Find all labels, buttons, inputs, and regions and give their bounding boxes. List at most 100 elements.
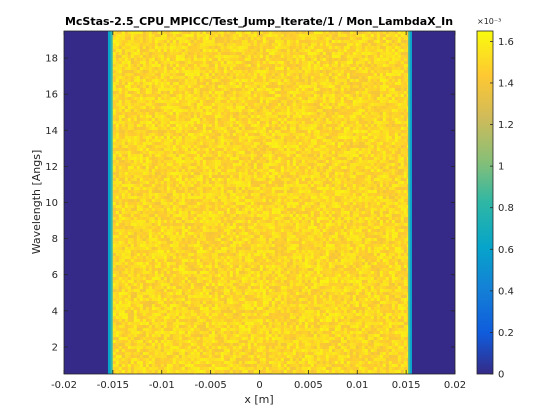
- heatmap-cell: [172, 163, 176, 166]
- heatmap-cell: [142, 46, 146, 49]
- heatmap-cell: [163, 130, 167, 133]
- heatmap-cell: [178, 367, 182, 370]
- heatmap-cell: [118, 289, 122, 292]
- heatmap-cell: [235, 184, 239, 187]
- heatmap-cell: [193, 157, 197, 160]
- heatmap-cell: [238, 61, 242, 64]
- heatmap-cell: [160, 250, 164, 253]
- heatmap-cell: [172, 118, 176, 121]
- heatmap-cell: [208, 91, 212, 94]
- heatmap-cell: [166, 106, 170, 109]
- heatmap-cell: [220, 70, 224, 73]
- heatmap-cell: [148, 37, 152, 40]
- heatmap-cell: [145, 139, 149, 142]
- heatmap-cell: [130, 184, 134, 187]
- heatmap-cell: [169, 346, 173, 349]
- heatmap-cell: [229, 112, 233, 115]
- heatmap-cell: [136, 184, 140, 187]
- heatmap-cell: [238, 244, 242, 247]
- heatmap-cell: [178, 67, 182, 70]
- heatmap-cell: [199, 199, 203, 202]
- heatmap-cell: [133, 214, 137, 217]
- heatmap-cell: [127, 370, 131, 373]
- heatmap-cell: [220, 31, 224, 34]
- heatmap-cell: [208, 115, 212, 118]
- heatmap-cell: [181, 274, 185, 277]
- heatmap-cell: [124, 280, 128, 283]
- heatmap-cell: [121, 250, 125, 253]
- heatmap-cell: [223, 172, 227, 175]
- heatmap-cell: [223, 187, 227, 190]
- heatmap-cell: [130, 274, 134, 277]
- heatmap-cell: [145, 355, 149, 358]
- heatmap-cell: [169, 331, 173, 334]
- heatmap-cell: [151, 358, 155, 361]
- heatmap-cell: [229, 316, 233, 319]
- heatmap-cell: [133, 277, 137, 280]
- heatmap-cell: [232, 127, 236, 130]
- heatmap-cell: [145, 154, 149, 157]
- heatmap-cell: [193, 211, 197, 214]
- heatmap-cell: [160, 211, 164, 214]
- heatmap-cell: [139, 148, 143, 151]
- heatmap-cell: [151, 319, 155, 322]
- heatmap-cell: [112, 319, 116, 322]
- heatmap-cell: [214, 40, 218, 43]
- heatmap-cell: [142, 286, 146, 289]
- heatmap-cell: [172, 196, 176, 199]
- heatmap-cell: [208, 100, 212, 103]
- heatmap-cell: [235, 49, 239, 52]
- heatmap-cell: [112, 43, 116, 46]
- heatmap-cell: [190, 49, 194, 52]
- heatmap-cell: [136, 343, 140, 346]
- heatmap-cell: [211, 301, 215, 304]
- heatmap-cell: [211, 130, 215, 133]
- heatmap-cell: [142, 319, 146, 322]
- heatmap-cell: [151, 31, 155, 34]
- heatmap-cell: [187, 373, 191, 374]
- heatmap-cell: [148, 223, 152, 226]
- heatmap-cell: [178, 226, 182, 229]
- heatmap-cell: [172, 166, 176, 169]
- heatmap-cell: [205, 340, 209, 343]
- heatmap-cell: [154, 139, 158, 142]
- heatmap-cell: [175, 154, 179, 157]
- heatmap-cell: [172, 136, 176, 139]
- heatmap-cell: [148, 112, 152, 115]
- heatmap-cell: [199, 259, 203, 262]
- heatmap-cell: [136, 67, 140, 70]
- heatmap-cell: [214, 259, 218, 262]
- heatmap-cell: [133, 244, 137, 247]
- heatmap-cell: [136, 277, 140, 280]
- heatmap-cell: [199, 319, 203, 322]
- heatmap-cell: [133, 319, 137, 322]
- heatmap-cell: [154, 172, 158, 175]
- heatmap-cell: [178, 142, 182, 145]
- heatmap-cell: [166, 67, 170, 70]
- heatmap-cell: [235, 208, 239, 211]
- heatmap-cell: [148, 193, 152, 196]
- heatmap-cell: [169, 31, 173, 34]
- heatmap-cell: [196, 130, 200, 133]
- heatmap-cell: [172, 184, 176, 187]
- heatmap-cell: [217, 82, 221, 85]
- heatmap-cell: [196, 271, 200, 274]
- heatmap-cell: [112, 331, 116, 334]
- heatmap-cell: [193, 151, 197, 154]
- heatmap-cell: [166, 349, 170, 352]
- heatmap-cell: [205, 304, 209, 307]
- heatmap-cell: [115, 136, 119, 139]
- heatmap-cell: [187, 286, 191, 289]
- heatmap-cell: [232, 232, 236, 235]
- heatmap-cell: [223, 37, 227, 40]
- heatmap-cell: [133, 76, 137, 79]
- heatmap-cell: [175, 31, 179, 34]
- heatmap-cell: [235, 37, 239, 40]
- heatmap-cell: [163, 337, 167, 340]
- heatmap-cell: [157, 337, 161, 340]
- heatmap-cell: [163, 229, 167, 232]
- heatmap-cell: [127, 262, 131, 265]
- heatmap-cell: [211, 265, 215, 268]
- heatmap-cell: [148, 292, 152, 295]
- heatmap-cell: [190, 307, 194, 310]
